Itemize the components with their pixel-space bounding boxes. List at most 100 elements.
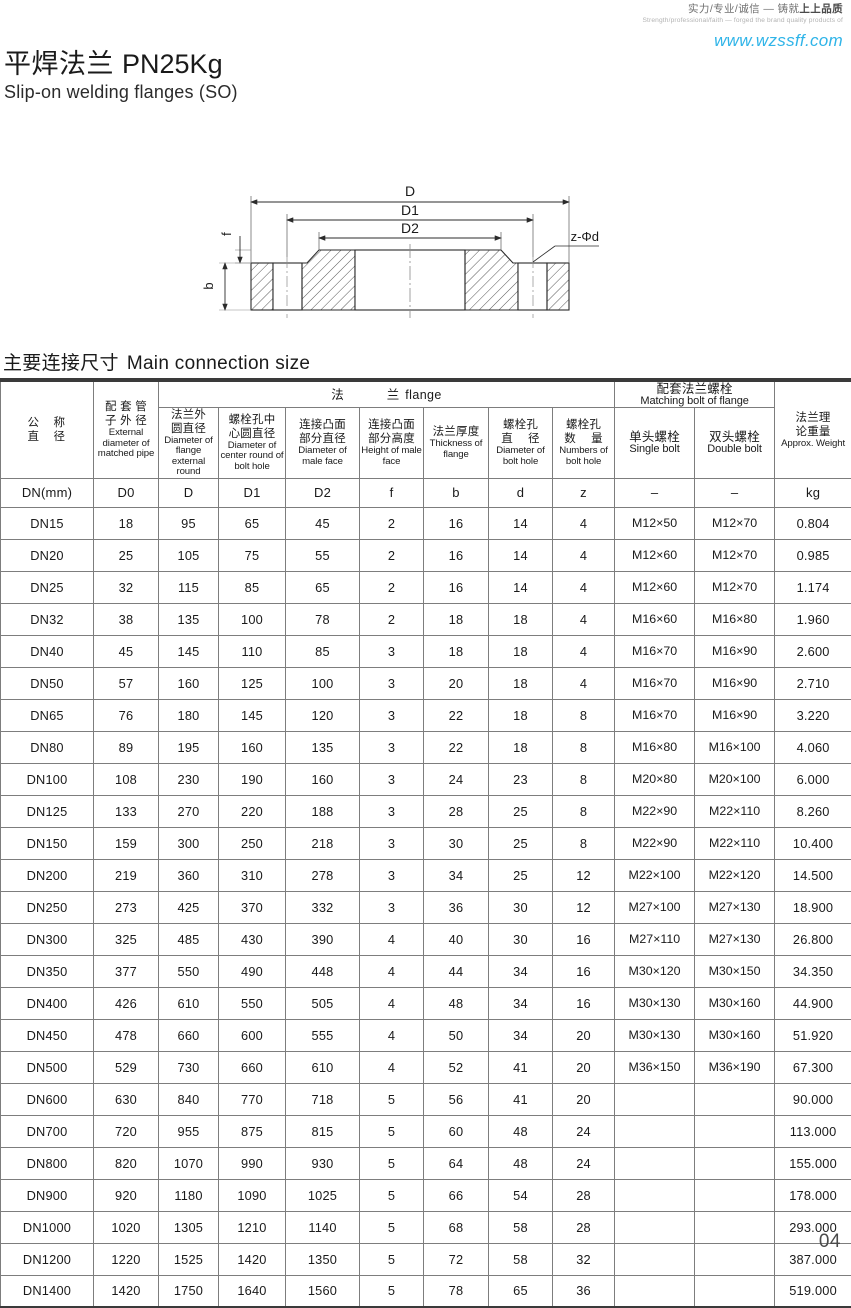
cell-nominal-diameter: DN100 <box>1 763 94 795</box>
cell-male-face-diameter: 610 <box>286 1051 360 1083</box>
col-header-weight-en: Approx. Weight <box>776 439 850 450</box>
col-header-nominal-diameter-cn1: 公 称 <box>2 416 92 430</box>
cell-bolt-hole-count: 16 <box>553 987 615 1019</box>
cell-bolt-hole-count: 32 <box>553 1243 615 1275</box>
cell-male-face-height: 3 <box>360 859 424 891</box>
cell-double-bolt: M12×70 <box>695 571 775 603</box>
cell-flange-od: 550 <box>159 955 219 987</box>
cell-nominal-diameter: DN450 <box>1 1019 94 1051</box>
cell-weight: 18.900 <box>775 891 851 923</box>
cell-bolt-hole-count: 4 <box>553 603 615 635</box>
col-header-bolt-circle-cn1: 螺栓孔中 <box>220 413 284 427</box>
cell-bolt-circle: 85 <box>219 571 286 603</box>
cell-flange-od: 1180 <box>159 1179 219 1211</box>
cell-weight: 519.000 <box>775 1275 851 1307</box>
cell-bolt-hole-count: 36 <box>553 1275 615 1307</box>
cell-bolt-circle: 65 <box>219 507 286 539</box>
cell-bolt-circle: 875 <box>219 1115 286 1147</box>
col-group-header-matching-bolt-cn: 配套法兰螺栓 <box>616 382 773 396</box>
cell-double-bolt: M22×110 <box>695 827 775 859</box>
cell-flange-thickness: 78 <box>424 1275 489 1307</box>
cell-male-face-diameter: 218 <box>286 827 360 859</box>
cell-nominal-diameter: DN900 <box>1 1179 94 1211</box>
cell-weight: 4.060 <box>775 731 851 763</box>
cell-nominal-diameter: DN15 <box>1 507 94 539</box>
cell-bolt-circle: 100 <box>219 603 286 635</box>
col-header-bolt-hole-diameter-cn2: 直 径 <box>490 432 551 446</box>
cell-male-face-height: 2 <box>360 571 424 603</box>
cell-bolt-circle: 145 <box>219 699 286 731</box>
cell-pipe-od: 18 <box>94 507 159 539</box>
cell-double-bolt: M30×160 <box>695 987 775 1019</box>
cell-pipe-od: 108 <box>94 763 159 795</box>
cell-weight: 14.500 <box>775 859 851 891</box>
cell-bolt-hole-count: 20 <box>553 1051 615 1083</box>
cell-male-face-diameter: 55 <box>286 539 360 571</box>
cell-bolt-hole-count: 4 <box>553 539 615 571</box>
cell-bolt-hole-diameter: 23 <box>489 763 553 795</box>
col-header-nominal-diameter-cn2: 直 径 <box>2 430 92 444</box>
cell-flange-thickness: 18 <box>424 635 489 667</box>
cell-single-bolt <box>615 1147 695 1179</box>
cell-male-face-height: 2 <box>360 539 424 571</box>
cell-male-face-diameter: 718 <box>286 1083 360 1115</box>
cell-flange-od: 115 <box>159 571 219 603</box>
cell-male-face-height: 5 <box>360 1115 424 1147</box>
col-header-flange-od: 法兰外 圆直径 Diameter of flange external roun… <box>159 407 219 478</box>
cell-male-face-height: 3 <box>360 731 424 763</box>
cell-pipe-od: 45 <box>94 635 159 667</box>
cell-pipe-od: 76 <box>94 699 159 731</box>
cell-pipe-od: 1220 <box>94 1243 159 1275</box>
cell-bolt-hole-count: 20 <box>553 1019 615 1051</box>
cell-flange-od: 300 <box>159 827 219 859</box>
cell-flange-thickness: 34 <box>424 859 489 891</box>
cell-bolt-circle: 220 <box>219 795 286 827</box>
cell-male-face-height: 5 <box>360 1275 424 1307</box>
col-header-bolt-circle-en: Diameter of center round of bolt hole <box>220 441 284 473</box>
cell-flange-od: 610 <box>159 987 219 1019</box>
cell-flange-od: 160 <box>159 667 219 699</box>
cell-pipe-od: 820 <box>94 1147 159 1179</box>
cell-single-bolt: M30×130 <box>615 1019 695 1051</box>
cell-bolt-circle: 110 <box>219 635 286 667</box>
cell-bolt-hole-count: 4 <box>553 635 615 667</box>
col-header-flange-od-cn2: 圆直径 <box>160 422 217 436</box>
col-header-bolt-hole-count-cn1: 螺栓孔 <box>554 418 613 432</box>
cell-nominal-diameter: DN50 <box>1 667 94 699</box>
cell-male-face-diameter: 100 <box>286 667 360 699</box>
cell-double-bolt: M16×90 <box>695 699 775 731</box>
cell-double-bolt: M30×150 <box>695 955 775 987</box>
section-heading-en: Main connection size <box>127 353 310 374</box>
cell-weight: 6.000 <box>775 763 851 795</box>
section-heading-cn: 主要连接尺寸 <box>3 353 119 374</box>
cell-flange-thickness: 48 <box>424 987 489 1019</box>
cell-bolt-hole-diameter: 41 <box>489 1051 553 1083</box>
cell-double-bolt: M22×110 <box>695 795 775 827</box>
cell-bolt-hole-count: 28 <box>553 1179 615 1211</box>
cell-single-bolt: M12×50 <box>615 507 695 539</box>
cell-bolt-hole-diameter: 18 <box>489 731 553 763</box>
cell-nominal-diameter: DN800 <box>1 1147 94 1179</box>
cell-bolt-hole-diameter: 18 <box>489 667 553 699</box>
cell-double-bolt: M36×190 <box>695 1051 775 1083</box>
cell-male-face-height: 4 <box>360 955 424 987</box>
col-header-flange-od-en: Diameter of flange external round <box>160 436 217 478</box>
cell-nominal-diameter: DN200 <box>1 859 94 891</box>
cell-bolt-hole-diameter: 58 <box>489 1243 553 1275</box>
cell-male-face-height: 3 <box>360 795 424 827</box>
cell-double-bolt: M12×70 <box>695 539 775 571</box>
cell-bolt-hole-diameter: 25 <box>489 795 553 827</box>
cell-male-face-height: 4 <box>360 923 424 955</box>
cell-bolt-hole-count: 8 <box>553 827 615 859</box>
cell-double-bolt <box>695 1115 775 1147</box>
cell-bolt-hole-count: 4 <box>553 507 615 539</box>
